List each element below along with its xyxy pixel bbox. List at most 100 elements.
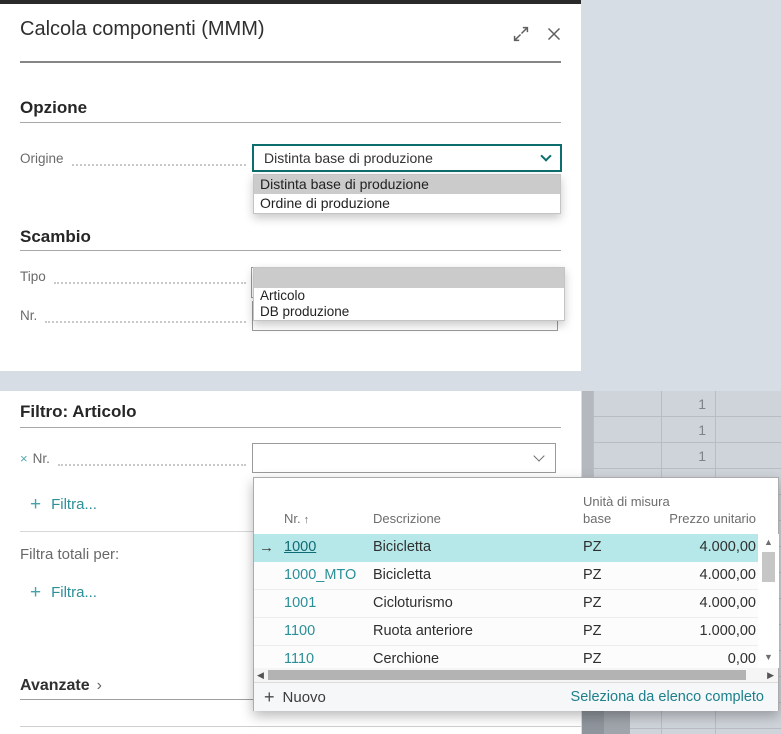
plus-icon: +	[30, 581, 42, 603]
section-heading-opzione: Opzione	[20, 98, 88, 117]
current-row-pointer-icon: →	[259, 539, 274, 556]
advanced-options-toggle[interactable]: Avanzate ›	[20, 677, 102, 695]
item-nr-link[interactable]: 1000_MTO	[284, 567, 357, 583]
column-header-descrizione[interactable]: Descrizione	[373, 511, 441, 526]
column-header-prezzo-unitario[interactable]: Prezzo unitario	[669, 511, 756, 526]
background-grid-cell: 1	[698, 448, 706, 464]
dotted-leader	[71, 150, 246, 167]
lookup-footer: + Nuovo Seleziona da elenco completo	[254, 682, 778, 711]
item-description: Bicicletta	[373, 539, 432, 555]
item-price: 1.000,00	[699, 623, 756, 639]
vertical-scrollbar[interactable]: ▲ ▼	[758, 534, 779, 668]
origine-label: Origine	[20, 150, 64, 166]
table-row[interactable]: → 1000 Bicicletta PZ 4.000,00	[254, 534, 758, 562]
item-unit: PZ	[583, 651, 602, 667]
chevron-down-icon	[533, 450, 545, 462]
chevron-right-icon: ›	[96, 677, 102, 694]
nr-filter-row: × Nr.	[20, 444, 246, 472]
add-filter-link[interactable]: + Filtra...	[30, 493, 97, 515]
vertical-scroll-thumb[interactable]	[762, 552, 775, 582]
background-grid-selection-block	[604, 711, 630, 734]
item-unit: PZ	[583, 623, 602, 639]
tipo-label: Tipo	[20, 268, 46, 284]
dialog-bottom-divider	[20, 726, 581, 727]
horizontal-scroll-thumb[interactable]	[268, 670, 746, 680]
expand-icon	[510, 23, 532, 45]
close-dialog-button[interactable]	[541, 21, 567, 47]
new-item-label: Nuovo	[282, 688, 326, 706]
origine-select[interactable]: Distinta base di produzione	[252, 144, 562, 172]
origine-option-distinta[interactable]: Distinta base di produzione	[254, 175, 560, 194]
column-header-nr[interactable]: Nr. ↑	[284, 511, 309, 526]
section-underline	[20, 250, 561, 251]
scroll-up-icon[interactable]: ▲	[764, 537, 773, 547]
section-underline	[20, 427, 561, 428]
new-item-button[interactable]: + Nuovo	[264, 687, 326, 708]
horizontal-scrollbar[interactable]: ◀ ▶	[254, 668, 778, 682]
remove-filter-icon[interactable]: ×	[20, 450, 28, 466]
dotted-leader	[45, 307, 246, 324]
table-row[interactable]: 1100 Ruota anteriore PZ 1.000,00	[254, 618, 758, 646]
dotted-leader	[57, 450, 246, 467]
add-filter-label: Filtra...	[51, 496, 97, 513]
item-price: 4.000,00	[699, 539, 756, 555]
item-nr-link[interactable]: 1001	[284, 595, 317, 611]
column-header-unita-misura[interactable]: Unità di misura base	[583, 493, 670, 527]
background-grid-cell: 1	[698, 422, 706, 438]
item-nr-link[interactable]: 1110	[284, 651, 315, 667]
item-unit: PZ	[583, 567, 602, 583]
tipo-options-dropdown: Articolo DB produzione	[253, 267, 565, 321]
item-description: Cerchione	[373, 651, 440, 667]
item-price: 4.000,00	[699, 567, 756, 583]
section-heading-scambio: Scambio	[20, 227, 91, 246]
sort-ascending-icon: ↑	[303, 514, 310, 526]
item-nr-link[interactable]: 1000	[284, 539, 317, 555]
origine-options-dropdown: Distinta base di produzione Ordine di pr…	[253, 174, 561, 214]
chevron-down-icon	[540, 150, 552, 162]
lookup-header-row: Nr. ↑ Descrizione Unità di misura base Pr…	[254, 478, 780, 534]
origine-field-row: Origine	[20, 144, 246, 172]
item-description: Bicicletta	[373, 567, 432, 583]
table-row[interactable]: 1001 Cicloturismo PZ 4.000,00	[254, 590, 758, 618]
nr-filter-label: Nr.	[32, 450, 50, 466]
background-grid-selection-block	[582, 711, 604, 734]
item-description: Ruota anteriore	[373, 623, 473, 639]
origine-option-ordine[interactable]: Ordine di produzione	[260, 195, 390, 211]
totals-filter-heading: Filtra totali per:	[20, 546, 120, 563]
item-unit: PZ	[583, 539, 602, 555]
nr-label: Nr.	[20, 307, 38, 323]
lookup-rows: → 1000 Bicicletta PZ 4.000,00 1000_MTO B…	[254, 534, 758, 668]
table-row[interactable]: 1000_MTO Bicicletta PZ 4.000,00	[254, 562, 758, 590]
section-heading-filtro-articolo: Filtro: Articolo	[20, 402, 137, 421]
item-nr-link[interactable]: 1100	[284, 623, 316, 639]
plus-icon: +	[264, 686, 275, 707]
tipo-field-row: Tipo	[20, 262, 246, 290]
table-row[interactable]: 1110 Cerchione PZ 0,00	[254, 646, 758, 668]
origine-selected-value: Distinta base di produzione	[264, 150, 433, 166]
plus-icon: +	[30, 493, 42, 515]
column-header-nr-label: Nr.	[284, 511, 301, 526]
advanced-label: Avanzate	[20, 677, 90, 694]
tipo-option-articolo[interactable]: Articolo	[260, 288, 306, 303]
tipo-option-db-produzione[interactable]: DB produzione	[260, 304, 350, 319]
add-totals-filter-label: Filtra...	[51, 584, 97, 601]
section-underline	[20, 122, 561, 123]
tipo-option-blank[interactable]	[254, 268, 564, 288]
add-totals-filter-link[interactable]: + Filtra...	[30, 581, 97, 603]
dialog-top-border	[0, 0, 581, 4]
close-icon	[543, 23, 565, 45]
title-divider	[20, 61, 561, 63]
item-lookup-panel: Nr. ↑ Descrizione Unità di misura base Pr…	[253, 477, 779, 711]
expand-dialog-button[interactable]	[508, 21, 534, 47]
nr-field-row: Nr.	[20, 301, 246, 329]
dotted-leader	[53, 268, 246, 285]
dialog-title: Calcola componenti (MMM)	[20, 18, 265, 40]
nr-filter-combobox[interactable]	[252, 443, 556, 473]
scroll-right-icon[interactable]: ▶	[767, 670, 774, 680]
scroll-down-icon[interactable]: ▼	[764, 652, 773, 662]
item-price: 0,00	[727, 651, 756, 667]
select-from-full-list-link[interactable]: Seleziona da elenco completo	[570, 689, 764, 705]
scroll-left-icon[interactable]: ◀	[257, 670, 264, 680]
item-price: 4.000,00	[699, 595, 756, 611]
item-unit: PZ	[583, 595, 602, 611]
